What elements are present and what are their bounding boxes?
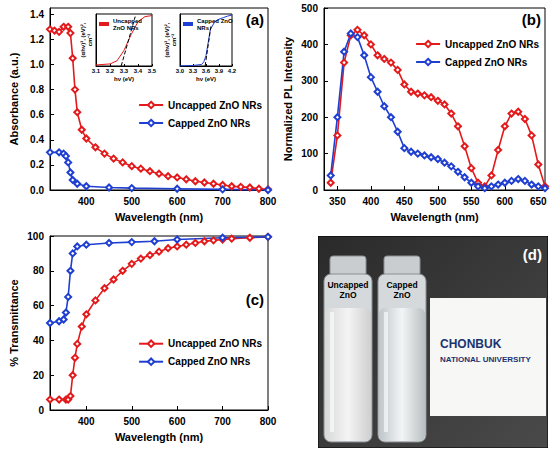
svg-text:400: 400 [78,196,95,207]
svg-text:NRs: NRs [197,25,210,31]
svg-text:3.5: 3.5 [148,68,157,74]
svg-text:(d): (d) [523,246,542,263]
svg-text:1.0: 1.0 [30,59,44,70]
svg-text:1.2: 1.2 [30,34,44,45]
svg-text:NATIONAL UNIVERSITY: NATIONAL UNIVERSITY [440,355,531,364]
svg-text:0.6: 0.6 [30,109,44,120]
svg-text:700: 700 [214,196,231,207]
svg-text:400: 400 [363,196,380,207]
svg-text:100: 100 [301,148,318,159]
svg-text:650: 650 [530,196,547,207]
svg-text:0.2: 0.2 [30,159,44,170]
svg-text:0: 0 [312,185,318,196]
svg-text:cm⁻²: cm⁻² [87,34,93,47]
svg-text:3.3: 3.3 [189,68,198,74]
svg-text:3.2: 3.2 [106,68,115,74]
svg-text:700: 700 [214,416,231,427]
svg-text:hν (eV): hν (eV) [196,76,216,82]
svg-text:300: 300 [301,75,318,86]
svg-text:0.4: 0.4 [30,134,44,145]
svg-text:4.2: 4.2 [228,68,237,74]
svg-text:Capped ZnO NRs: Capped ZnO NRs [168,118,251,129]
svg-text:Wavelength (nm): Wavelength (nm) [115,211,204,223]
svg-text:500: 500 [430,196,447,207]
svg-text:ZnO: ZnO [340,290,357,300]
svg-text:450: 450 [396,196,413,207]
svg-text:Capped ZnO NRs: Capped ZnO NRs [445,57,528,68]
svg-text:400: 400 [78,416,95,427]
svg-text:Absorbance (a.u.): Absorbance (a.u.) [8,52,20,145]
svg-text:3.0: 3.0 [176,68,185,74]
svg-text:20: 20 [33,370,45,381]
svg-text:Normalized PL Intensity: Normalized PL Intensity [282,36,294,161]
svg-text:Uncapped: Uncapped [113,18,142,24]
svg-text:ZnO NRs: ZnO NRs [113,25,139,31]
svg-text:(αhν)², (eV)²,: (αhν)², (eV)², [164,22,170,57]
svg-text:40: 40 [33,335,45,346]
svg-text:Capped ZnO NRs: Capped ZnO NRs [168,356,251,367]
svg-text:3.4: 3.4 [134,68,143,74]
svg-text:% Transmittance: % Transmittance [8,279,20,366]
svg-text:800: 800 [260,196,277,207]
svg-text:500: 500 [123,196,140,207]
svg-text:hν (eV): hν (eV) [114,76,134,82]
svg-text:(αhν)², (eV)²,: (αhν)², (eV)², [80,22,86,57]
svg-text:500: 500 [123,416,140,427]
svg-text:(b): (b) [522,11,541,28]
svg-text:60: 60 [33,300,45,311]
svg-text:400: 400 [301,39,318,50]
svg-text:Uncapped ZnO NRs: Uncapped ZnO NRs [168,338,262,349]
svg-text:cm⁻²: cm⁻² [171,34,177,47]
svg-text:Uncapped: Uncapped [327,280,368,290]
svg-text:ZnO: ZnO [394,290,411,300]
svg-text:800: 800 [260,416,277,427]
svg-text:Capped ZnO: Capped ZnO [197,18,233,24]
svg-text:3.6: 3.6 [202,68,211,74]
svg-text:0: 0 [38,405,44,416]
svg-text:100: 100 [27,231,44,242]
svg-text:Uncapped ZnO NRs: Uncapped ZnO NRs [168,100,262,111]
svg-text:CHONBUK: CHONBUK [440,337,502,351]
svg-text:3.9: 3.9 [215,68,224,74]
svg-text:600: 600 [496,196,513,207]
svg-text:(a): (a) [246,11,264,28]
svg-text:(c): (c) [246,291,264,308]
svg-text:Uncapped ZnO NRs: Uncapped ZnO NRs [445,39,539,50]
svg-text:80: 80 [33,265,45,276]
svg-text:550: 550 [463,196,480,207]
svg-text:600: 600 [169,416,186,427]
svg-text:3.1: 3.1 [92,68,101,74]
svg-text:500: 500 [301,3,318,14]
svg-text:1.4: 1.4 [30,9,44,20]
svg-text:600: 600 [169,196,186,207]
svg-text:Capped: Capped [386,280,417,290]
svg-text:Wavelength (nm): Wavelength (nm) [115,431,204,443]
svg-text:350: 350 [329,196,346,207]
svg-text:0.0: 0.0 [30,185,44,196]
svg-text:Wavelength (nm): Wavelength (nm) [390,211,479,223]
svg-text:200: 200 [301,112,318,123]
svg-text:0.8: 0.8 [30,84,44,95]
svg-text:3.3: 3.3 [120,68,129,74]
